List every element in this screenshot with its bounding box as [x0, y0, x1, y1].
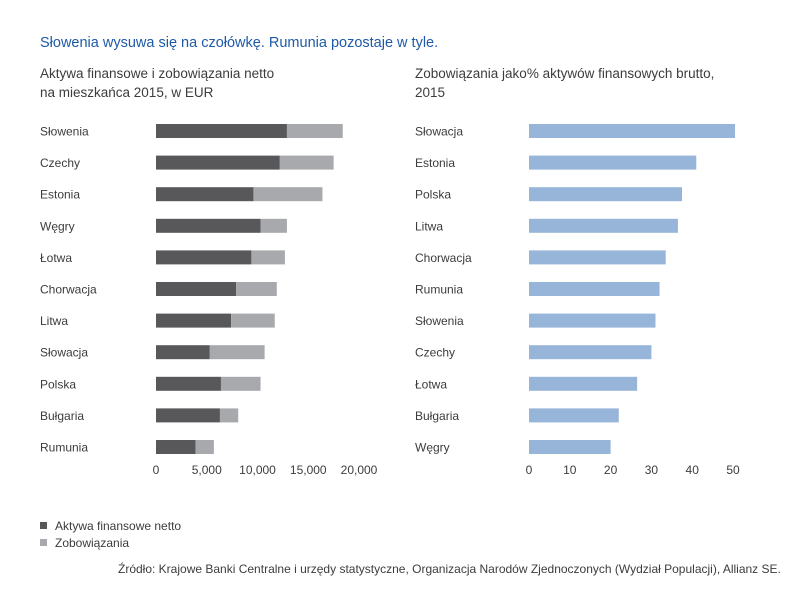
category-label-litwa: Litwa	[40, 314, 68, 328]
bar-right-lotwa	[529, 376, 638, 391]
right-subtitle-line2: 2015	[415, 85, 446, 100]
bar-liabilities-slowenia	[286, 124, 343, 138]
legend-item-liabilities: Zobowiązania	[40, 534, 181, 551]
category-label-wegry: Węgry	[40, 219, 75, 233]
bar-liabilities-bulgaria	[219, 408, 239, 423]
bar-right-wegry	[529, 440, 611, 454]
left-subtitle-line2: na mieszkańca 2015, w EUR	[40, 85, 214, 100]
legend: Aktywa finansowe netto Zobowiązania	[40, 517, 181, 551]
category-label-lotwa: Łotwa	[40, 251, 72, 265]
x-tick-label-right-5: 50	[726, 463, 740, 477]
legend-swatch-liabilities	[40, 539, 47, 546]
bar-liabilities-litwa	[231, 313, 275, 328]
bar-net-assets-estonia	[156, 187, 254, 202]
category-label-right-lotwa: Łotwa	[415, 377, 447, 391]
x-tick-label-right-1: 10	[563, 463, 577, 477]
bar-liabilities-polska	[220, 376, 261, 391]
category-label-slowacja: Słowacja	[40, 346, 88, 360]
x-tick-label-left-2: 10,000	[239, 463, 276, 477]
right-chart-subtitle: Zobowiązania jako% aktywów finansowych b…	[415, 64, 714, 102]
source-note: Źródło: Krajowe Banki Centralne i urzędy…	[118, 562, 781, 576]
right-subtitle-line1: Zobowiązania jako% aktywów finansowych b…	[415, 66, 715, 81]
bar-right-slowacja	[529, 124, 736, 138]
bar-net-assets-lotwa	[156, 250, 252, 265]
x-tick-label-left-3: 15,000	[290, 463, 327, 477]
x-tick-label-right-4: 40	[686, 463, 700, 477]
x-tick-label-left-0: 0	[153, 463, 160, 477]
category-label-right-estonia: Estonia	[415, 156, 455, 170]
bar-net-assets-chorwacja	[156, 282, 237, 296]
category-label-estonia: Estonia	[40, 188, 80, 202]
bar-liabilities-lotwa	[251, 250, 285, 265]
category-label-right-bulgaria: Bułgaria	[415, 409, 459, 423]
bar-right-polska	[529, 187, 682, 202]
legend-item-net-assets: Aktywa finansowe netto	[40, 517, 181, 534]
category-label-right-slowenia: Słowenia	[415, 314, 464, 328]
bar-liabilities-slowacja	[209, 345, 265, 360]
bar-net-assets-bulgaria	[156, 408, 220, 423]
chart-title: Słowenia wysuwa się na czołówkę. Rumunia…	[40, 35, 439, 51]
bar-net-assets-rumunia	[156, 440, 196, 454]
left-subtitle-line1: Aktywa finansowe i zobowiązania netto	[40, 66, 275, 81]
bar-liabilities-wegry	[260, 218, 287, 233]
x-tick-label-left-1: 5,000	[192, 463, 222, 477]
category-label-right-rumunia: Rumunia	[415, 283, 463, 297]
x-tick-label-left-4: 20,000	[341, 463, 378, 477]
bar-net-assets-slowenia	[156, 124, 287, 138]
bar-net-assets-polska	[156, 376, 221, 391]
left-chart-subtitle: Aktywa finansowe i zobowiązania netto na…	[40, 64, 274, 102]
bar-right-slowenia	[529, 313, 656, 328]
bar-liabilities-rumunia	[195, 440, 214, 454]
legend-swatch-net-assets	[40, 522, 47, 529]
bar-liabilities-estonia	[253, 187, 323, 202]
category-label-right-chorwacja: Chorwacja	[415, 251, 472, 265]
bar-net-assets-litwa	[156, 313, 232, 328]
legend-label-net-assets: Aktywa finansowe netto	[55, 518, 182, 533]
category-label-slowenia: Słowenia	[40, 125, 89, 139]
bar-net-assets-slowacja	[156, 345, 210, 360]
bar-net-assets-wegry	[156, 218, 261, 233]
bar-right-estonia	[529, 155, 697, 170]
category-label-right-polska: Polska	[415, 188, 451, 202]
bar-right-bulgaria	[529, 408, 619, 423]
category-label-bulgaria: Bułgaria	[40, 409, 84, 423]
x-tick-label-right-3: 30	[645, 463, 659, 477]
bar-liabilities-chorwacja	[236, 282, 277, 296]
legend-label-liabilities: Zobowiązania	[55, 535, 130, 550]
category-label-right-czechy: Czechy	[415, 346, 455, 360]
category-label-right-litwa: Litwa	[415, 219, 443, 233]
bar-net-assets-czechy	[156, 155, 280, 170]
bar-right-rumunia	[529, 282, 660, 296]
x-tick-label-right-0: 0	[526, 463, 533, 477]
category-label-right-wegry: Węgry	[415, 441, 450, 455]
bar-right-chorwacja	[529, 250, 666, 265]
category-label-czechy: Czechy	[40, 156, 80, 170]
bar-right-czechy	[529, 345, 652, 360]
category-label-chorwacja: Chorwacja	[40, 283, 97, 297]
category-label-right-slowacja: Słowacja	[415, 125, 463, 139]
category-label-polska: Polska	[40, 377, 76, 391]
category-label-rumunia: Rumunia	[40, 441, 88, 455]
bar-right-litwa	[529, 218, 678, 233]
x-tick-label-right-2: 20	[604, 463, 618, 477]
bar-liabilities-czechy	[279, 155, 334, 170]
